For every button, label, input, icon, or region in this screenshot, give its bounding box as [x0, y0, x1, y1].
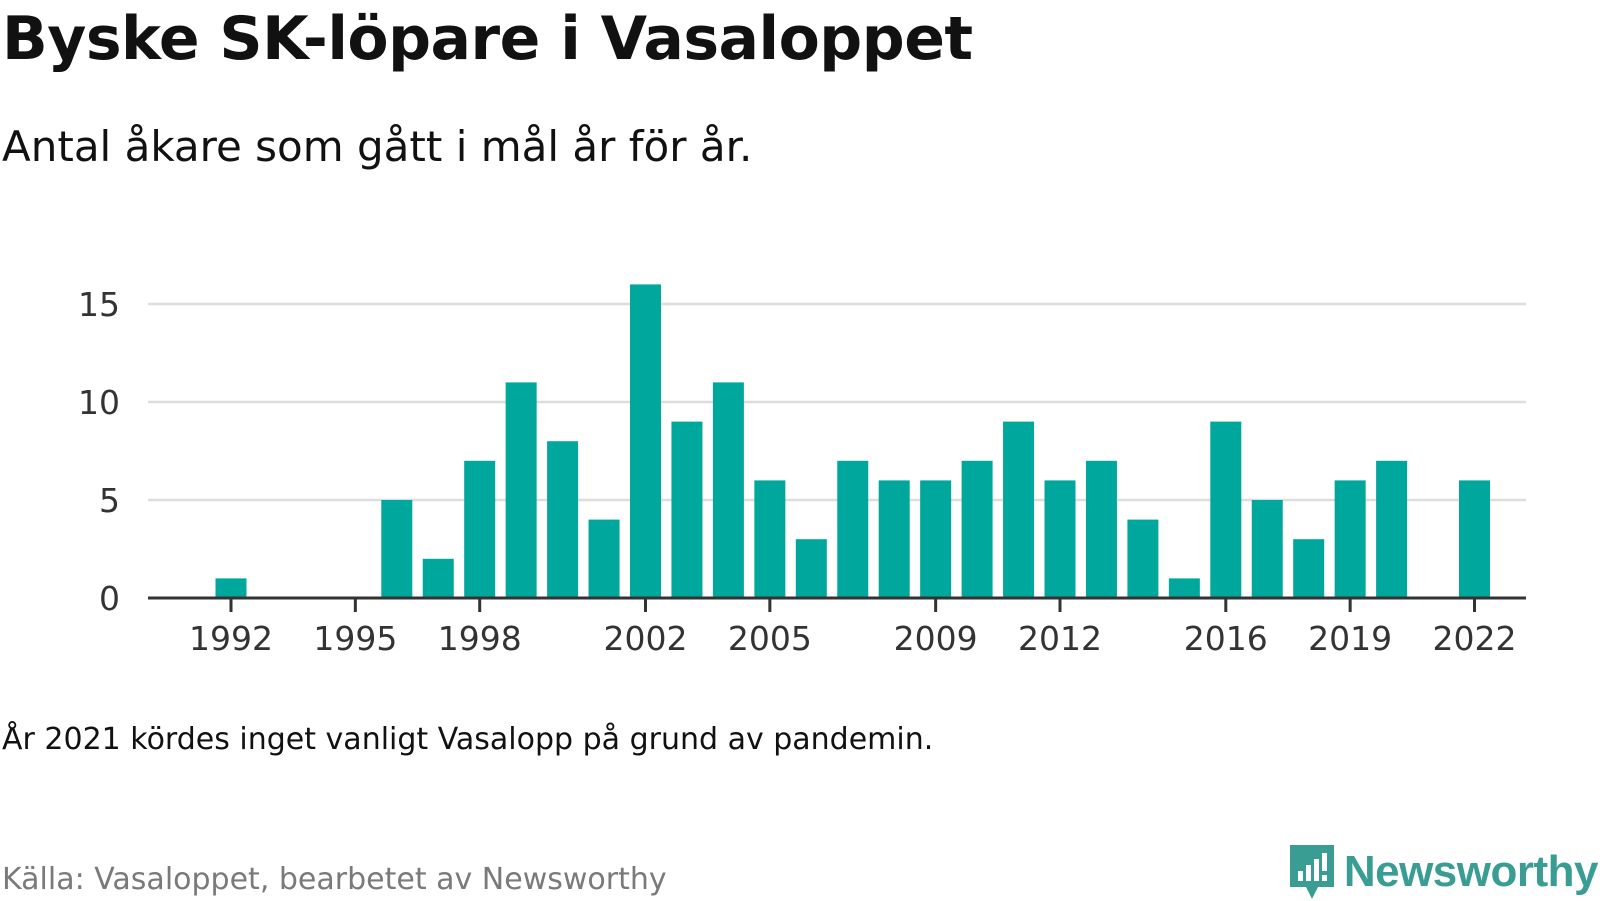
bar-2010	[961, 460, 993, 598]
bar-1996	[381, 500, 413, 598]
bar-2008	[878, 480, 910, 598]
x-tick-label: 2012	[1018, 619, 1102, 658]
x-tick-label: 2005	[728, 619, 812, 658]
x-tick-labels: 1992 1995 1998 2002 2005 2009 2012 2016 2019 2022	[189, 619, 1516, 658]
bar-1999	[505, 382, 537, 598]
bar-1998	[464, 460, 496, 598]
bar-2017	[1251, 500, 1283, 598]
bar-1992	[215, 578, 247, 598]
chart-subtitle: Antal åkare som gått i mål år för år.	[2, 122, 753, 171]
x-tick-label: 2016	[1184, 619, 1268, 658]
bar-2009	[920, 480, 952, 598]
bar-chart: 0 5 10 15 1992 1995 1998 2002 2005 2009 2012 2016 2…	[78, 284, 1526, 658]
x-tick-label: 2022	[1433, 619, 1517, 658]
bar-2014	[1127, 519, 1159, 598]
bar-2006	[795, 539, 827, 598]
y-tick-label: 0	[99, 579, 120, 618]
bar-2022	[1459, 480, 1490, 598]
brand-name: Newsworthy	[1343, 847, 1599, 896]
x-tick-label: 1995	[313, 619, 397, 658]
bar-2003	[671, 421, 703, 598]
brand-logo: Newsworthy	[1288, 843, 1599, 901]
bar-2020	[1376, 460, 1408, 598]
bar-2005	[754, 480, 786, 598]
bar-2019	[1334, 480, 1366, 598]
bar-2000	[547, 441, 579, 598]
bar-1997	[422, 558, 454, 598]
x-tick-label: 1992	[189, 619, 273, 658]
source-credit: Källa: Vasaloppet, bearbetet av Newswort…	[2, 862, 667, 897]
bar-2013	[1085, 460, 1117, 598]
footnote: År 2021 kördes inget vanligt Vasalopp på…	[2, 722, 934, 757]
x-tick-label: 2019	[1308, 619, 1392, 658]
bar-2001	[588, 519, 620, 598]
x-axis	[148, 596, 1526, 612]
x-tick-label: 2009	[894, 619, 978, 658]
y-tick-label: 5	[99, 481, 120, 520]
y-tick-label: 10	[78, 383, 120, 422]
chart-title: Byske SK-löpare i Vasaloppet	[2, 4, 973, 74]
x-tick-label: 2002	[604, 619, 688, 658]
bars	[215, 284, 1490, 598]
bar-2002	[630, 284, 661, 598]
bar-2016	[1210, 421, 1242, 598]
bar-2004	[712, 382, 744, 598]
bar-2007	[837, 460, 869, 598]
bar-2018	[1293, 539, 1325, 598]
bar-2012	[1044, 480, 1076, 598]
grid-lines	[148, 302, 1526, 502]
y-tick-label: 15	[78, 285, 120, 324]
newsworthy-logo-icon	[1289, 845, 1334, 899]
bar-2011	[1003, 421, 1035, 598]
bar-2015	[1168, 578, 1200, 598]
y-tick-labels: 0 5 10 15	[78, 285, 120, 618]
x-tick-label: 1998	[438, 619, 522, 658]
